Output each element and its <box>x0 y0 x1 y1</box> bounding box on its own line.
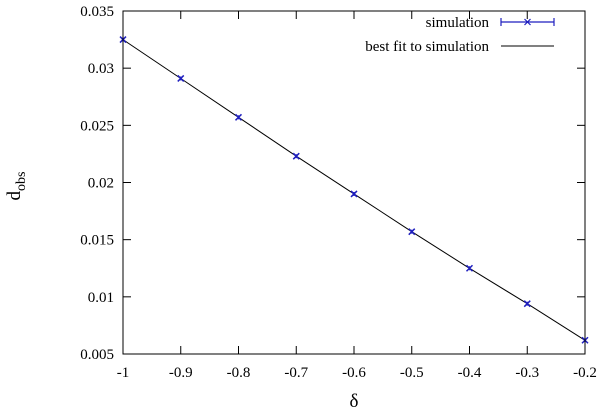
simulation-point <box>523 300 531 308</box>
y-tick-label: 0.015 <box>80 233 114 249</box>
legend-label-best-fit: best fit to simulation <box>365 39 489 55</box>
x-tick-label: -1 <box>117 365 130 381</box>
y-axis-label-sub: obs <box>14 172 29 191</box>
x-tick-label: -0.3 <box>515 365 539 381</box>
y-tick-label: 0.035 <box>80 4 114 20</box>
y-tick-label: 0.005 <box>80 347 114 363</box>
x-tick-label: -0.4 <box>458 365 482 381</box>
x-tick-label: -0.9 <box>169 365 193 381</box>
legend-swatch-simulation <box>500 18 555 26</box>
y-tick-label: 0.03 <box>88 61 114 77</box>
y-axis-label-main: d <box>4 190 25 200</box>
plot-frame <box>122 10 586 355</box>
x-axis-label: δ <box>350 391 359 412</box>
tick-labels: -1 -0.9 -0.8 -0.7 -0.6 -0.5 -0.4 -0.3 -0.2 0.005 0… <box>80 4 597 381</box>
simulation-points <box>119 36 589 344</box>
legend-label-simulation: simulation <box>426 15 490 31</box>
simulation-point <box>408 228 416 236</box>
simulation-point <box>465 264 474 272</box>
x-tick-label: -0.7 <box>284 365 308 381</box>
x-tick-label: -0.5 <box>400 365 424 381</box>
x-tick-label: -0.2 <box>573 365 597 381</box>
legend: simulation best fit to simulation <box>365 15 555 55</box>
x-tick-label: -0.8 <box>227 365 251 381</box>
simulation-point <box>234 113 243 121</box>
x-tick-label: -0.6 <box>342 365 366 381</box>
y-tick-label: 0.02 <box>88 176 114 192</box>
simulation-point <box>177 74 185 82</box>
y-tick-label: 0.01 <box>88 290 114 306</box>
simulation-point <box>350 190 358 198</box>
simulation-point <box>292 152 300 160</box>
axis-ticks <box>122 10 586 355</box>
best-fit-line <box>122 39 586 341</box>
y-tick-label: 0.025 <box>80 118 114 134</box>
y-axis-label: dobs <box>4 172 29 201</box>
